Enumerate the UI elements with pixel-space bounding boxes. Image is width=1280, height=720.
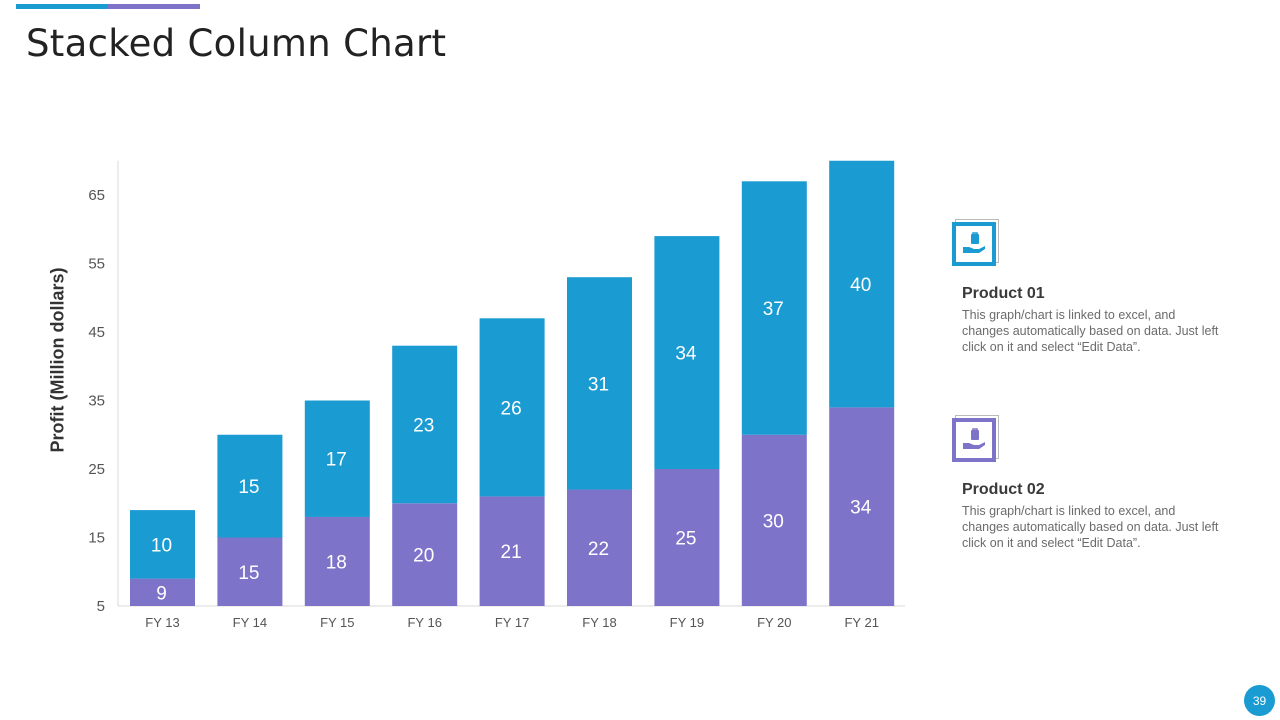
data-label: 21 [501, 542, 522, 563]
data-label: 22 [588, 539, 609, 560]
product-01-title: Product 01 [962, 285, 1045, 302]
product-02-icon-box [952, 415, 999, 462]
data-label: 26 [501, 398, 522, 419]
bar-segment-product-01[interactable] [741, 181, 807, 435]
data-label: 15 [238, 477, 259, 498]
bar-segment-product-02[interactable] [479, 496, 545, 606]
x-tick-label: FY 13 [145, 615, 179, 630]
y-tick-label: 15 [88, 530, 105, 547]
bar-segment-product-02[interactable] [130, 578, 195, 606]
title-accent-bar-purple [108, 4, 200, 9]
x-tick-label: FY 16 [407, 615, 441, 630]
data-label: 40 [850, 275, 871, 296]
y-tick-label: 5 [97, 598, 105, 615]
product-02-title: Product 02 [962, 481, 1045, 498]
slide-title: Stacked Column Chart [26, 22, 447, 65]
data-label: 25 [675, 529, 696, 550]
page-number: 39 [1244, 685, 1275, 716]
bar-segment-product-01[interactable] [130, 510, 195, 579]
bar-segment-product-02[interactable] [304, 516, 370, 606]
bar-segment-product-02[interactable] [829, 407, 895, 606]
data-label: 18 [326, 552, 347, 573]
data-label: 10 [151, 535, 172, 556]
data-label: 31 [588, 374, 609, 395]
y-tick-label: 55 [88, 256, 105, 273]
data-label: 34 [675, 344, 697, 365]
y-tick-label: 35 [88, 393, 105, 410]
product-02-description: This graph/chart is linked to excel, and… [962, 504, 1219, 550]
bar-segment-product-01[interactable] [479, 318, 545, 497]
title-accent-bar-blue [16, 4, 108, 9]
data-label: 20 [413, 546, 434, 567]
x-tick-label: FY 20 [757, 615, 791, 630]
x-tick-label: FY 17 [495, 615, 529, 630]
product-01-icon-box [952, 219, 999, 266]
data-label: 23 [413, 415, 434, 436]
hand-holding-bag-icon [963, 232, 985, 253]
x-tick-label: FY 15 [320, 615, 354, 630]
data-label: 9 [156, 583, 167, 604]
bar-segment-product-02[interactable] [217, 537, 283, 607]
bar-segment-product-01[interactable] [304, 400, 370, 517]
data-label: 17 [326, 450, 347, 471]
data-label: 15 [238, 563, 259, 584]
x-tick-label: FY 19 [670, 615, 704, 630]
x-tick-label: FY 18 [582, 615, 616, 630]
bar-segment-product-02[interactable] [392, 503, 458, 606]
data-label: 30 [763, 511, 784, 532]
data-label: 34 [850, 498, 872, 519]
bar-segment-product-01[interactable] [829, 160, 895, 408]
bar-segment-product-02[interactable] [567, 489, 632, 606]
data-label: 37 [763, 299, 784, 320]
bar-segment-product-01[interactable] [654, 236, 720, 469]
y-tick-label: 25 [88, 461, 105, 478]
y-tick-label: 45 [88, 324, 105, 341]
x-tick-label: FY 21 [844, 615, 878, 630]
x-tick-label: FY 14 [233, 615, 267, 630]
bar-segment-product-02[interactable] [654, 469, 720, 606]
bar-segment-product-02[interactable] [741, 434, 807, 606]
bar-segment-product-01[interactable] [567, 277, 632, 490]
y-tick-label: 65 [88, 187, 105, 204]
hand-holding-bag-icon [963, 428, 985, 449]
bar-segment-product-01[interactable] [217, 434, 283, 538]
bar-segment-product-01[interactable] [392, 345, 458, 504]
product-01-description: This graph/chart is linked to excel, and… [962, 308, 1219, 354]
